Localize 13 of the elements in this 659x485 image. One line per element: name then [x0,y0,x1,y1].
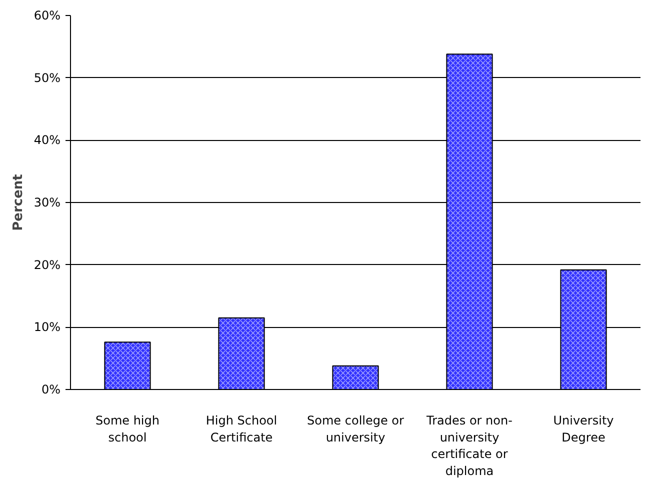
y-tick-label: 40% [34,133,60,148]
y-axis-title: Percent [10,174,26,231]
x-tick-label: Some college or university [307,414,404,444]
y-tick-label: 50% [34,70,60,85]
x-tick-label: University Degree [553,414,614,444]
y-tick-label: 0% [41,382,61,396]
y-tick-label: 60% [34,8,60,22]
y-tick-label: 10% [34,320,60,334]
x-tick-label: High School Certificate [206,414,278,444]
x-tick-label: Trades or non-university certificate or diploma [426,414,512,478]
y-tick-label: 30% [34,196,60,210]
y-tick-label: 20% [34,258,60,272]
x-tick-label: Some high school [95,414,160,444]
